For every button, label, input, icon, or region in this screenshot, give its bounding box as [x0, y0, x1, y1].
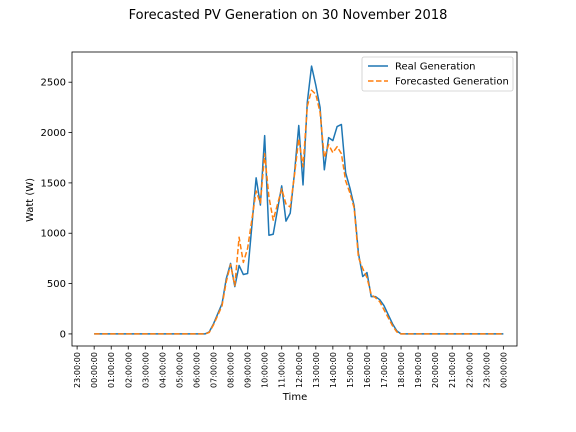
x-tick-label: 05:00:00: [175, 352, 184, 388]
x-tick-label: 00:00:00: [90, 352, 99, 388]
x-tick-label: 21:00:00: [448, 352, 457, 388]
x-tick-label: 12:00:00: [295, 352, 304, 388]
x-tick-label: 17:00:00: [380, 352, 389, 388]
x-tick-label: 13:00:00: [312, 352, 321, 388]
x-tick-label: 11:00:00: [278, 352, 287, 388]
x-tick-label: 19:00:00: [414, 352, 423, 388]
chart-title: Forecasted PV Generation on 30 November …: [129, 8, 448, 23]
x-tick-label: 07:00:00: [210, 352, 219, 388]
y-tick-label: 1000: [41, 229, 66, 240]
y-axis-label: Watt (W): [25, 178, 36, 222]
x-tick-label: 04:00:00: [158, 352, 167, 388]
x-tick-label: 00:00:00: [499, 352, 508, 388]
axes-frame: [71, 51, 518, 347]
y-tick-label: 2500: [41, 78, 66, 89]
plot-area: 0 500 1000 1500 2000 2500 23:00:00 00:00:00 01:0…: [41, 51, 518, 388]
x-tick-label: 01:00:00: [107, 352, 116, 388]
legend-label: Forecasted Generation: [395, 77, 509, 88]
y-tick-label: 0: [60, 329, 66, 340]
legend-label: Real Generation: [395, 62, 476, 73]
x-tick-label: 03:00:00: [141, 352, 150, 388]
y-tick-label: 1500: [41, 178, 66, 189]
x-tick-label: 23:00:00: [482, 352, 491, 388]
x-tick-label: 02:00:00: [124, 352, 133, 388]
x-tick-label: 23:00:00: [73, 352, 82, 388]
legend-box: [361, 56, 514, 92]
x-axis-label: Time: [282, 392, 307, 403]
x-tick-label: 22:00:00: [465, 352, 474, 388]
x-tick-label: 10:00:00: [261, 352, 270, 388]
y-tick-label: 500: [47, 279, 66, 290]
x-tick-label: 14:00:00: [329, 352, 338, 388]
x-tick-label: 08:00:00: [227, 352, 236, 388]
x-tick-label: 06:00:00: [192, 352, 201, 388]
x-tick-label: 20:00:00: [431, 352, 440, 388]
x-tick-label: 09:00:00: [244, 352, 253, 388]
y-tick-label: 2000: [41, 128, 66, 139]
x-tick-label: 15:00:00: [346, 352, 355, 388]
x-tick-label: 16:00:00: [363, 352, 372, 388]
x-tick-label: 18:00:00: [397, 352, 406, 388]
series-line-forecasted-generation: [94, 89, 504, 335]
